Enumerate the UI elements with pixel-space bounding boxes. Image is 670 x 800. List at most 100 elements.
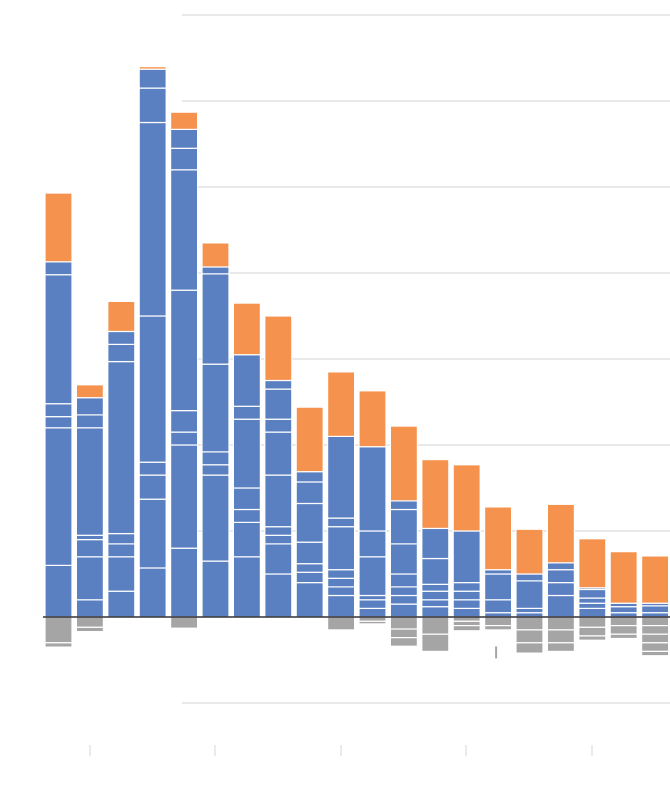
bar-segment-gray [44,642,73,648]
bar-segment-blue [327,569,356,579]
bar-segment-blue [358,599,387,609]
bar-segment-gray [546,642,576,652]
bar-segment-orange [452,464,481,532]
bar-segment-blue [515,580,544,610]
bar-segment-blue [138,87,167,124]
bar-stack-8 [264,315,293,618]
bar-segment-orange [327,371,356,437]
bar-stack-6 [201,242,230,618]
bar-segment-blue [138,498,167,569]
bar-segment-gray [75,616,105,628]
bar-segment-blue [201,464,230,476]
bar-segment-blue [421,590,450,601]
bar-segment-blue [232,521,261,558]
bar-segment-orange [107,300,136,333]
bar-stack-14 [452,464,481,632]
bar-segment-gray [609,624,638,635]
bar-segment-gray [452,624,481,632]
bar-segment-blue [170,169,199,291]
bar-segment-blue [264,379,293,390]
bar-stack-16 [515,528,544,654]
bar-segment-blue [138,474,167,500]
bar-segment-blue [170,289,199,412]
bar-segment-blue [452,530,481,584]
bar-segment-blue [389,500,418,511]
bar-segment-gray [609,633,638,640]
bar-segment-blue [201,560,230,618]
bar-segment-gray [389,637,418,647]
bar-segment-blue [75,427,105,536]
bar-segment-blue [232,556,261,618]
bar-segment-gray [389,628,418,639]
bar-segment-gray [515,629,544,644]
bar-segment-blue [170,431,199,446]
bar-segment-blue [295,581,324,618]
bar-segment-orange [578,538,607,589]
bar-segment-blue [640,605,670,614]
bar-segment-blue [107,330,136,345]
bar-segment-blue [44,564,73,618]
bar-segment-blue [201,474,230,562]
bar-segment-gray [578,635,607,641]
bar-segment-blue [107,543,136,558]
bar-segment-blue [107,556,136,592]
bar-segment-blue [484,569,513,575]
bar-segment-blue [389,573,418,588]
bar-segment-orange [640,555,670,604]
bar-segment-orange [421,459,450,530]
bar-segment-gray [44,616,73,644]
bar-segment-blue [264,534,293,545]
bar-segment-blue [295,541,324,565]
bar-segment-blue [546,594,576,618]
bar-segment-orange [609,551,638,604]
bar-segment-orange [232,302,261,356]
bar-segment-blue [232,354,261,407]
bar-segment-blue [138,68,167,89]
bar-stack-2 [75,384,105,633]
bar-segment-blue [75,538,105,558]
bar-segment-blue [578,607,607,618]
bar-segment-orange [295,406,324,473]
bar-segment-blue [295,481,324,505]
bar-segment-blue [170,147,199,171]
bar-segment-blue [578,588,607,599]
bar-segment-blue [170,547,199,618]
bar-segment-gray [515,616,544,631]
bar-segment-gray [546,629,576,644]
bar-segment-blue [578,602,607,609]
bar-segment-blue [484,573,513,601]
bar-segment-blue [201,273,230,365]
bar-segment-gray [546,616,576,631]
bar-segment-blue [515,573,544,582]
bar-segment-blue [358,594,387,601]
bar-segment-blue [75,534,105,541]
bar-segment-blue [75,414,105,429]
bar-segment-gray [640,624,670,635]
bar-segment-blue [358,446,387,532]
bar-segment-blue [389,543,418,575]
bar-segment-orange [484,506,513,571]
bar-stack-19 [609,551,638,640]
bar-segment-blue [201,451,230,466]
bar-segment-blue [452,599,481,609]
bar-segment-blue [264,474,293,528]
bar-segment-blue [264,543,293,575]
bar-segment-orange [201,242,230,268]
bar-segment-blue [44,261,73,276]
bar-segment-orange [264,315,293,382]
bar-segment-blue [327,435,356,519]
bar-segment-orange [138,65,167,70]
bar-segment-orange [75,384,105,399]
bar-segment-blue [327,577,356,588]
bar-stack-1 [44,192,73,648]
bar-segment-gray [640,633,670,644]
bar-stack-4 [138,65,167,618]
bar-segment-blue [452,581,481,592]
bar-segment-gray [640,616,670,627]
bar-segment-blue [421,583,450,592]
bar-segment-blue [389,603,418,618]
bar-segment-gray [421,633,450,653]
bar-segment-blue [75,397,105,416]
bar-segment-blue [201,363,230,453]
axes [43,616,670,756]
